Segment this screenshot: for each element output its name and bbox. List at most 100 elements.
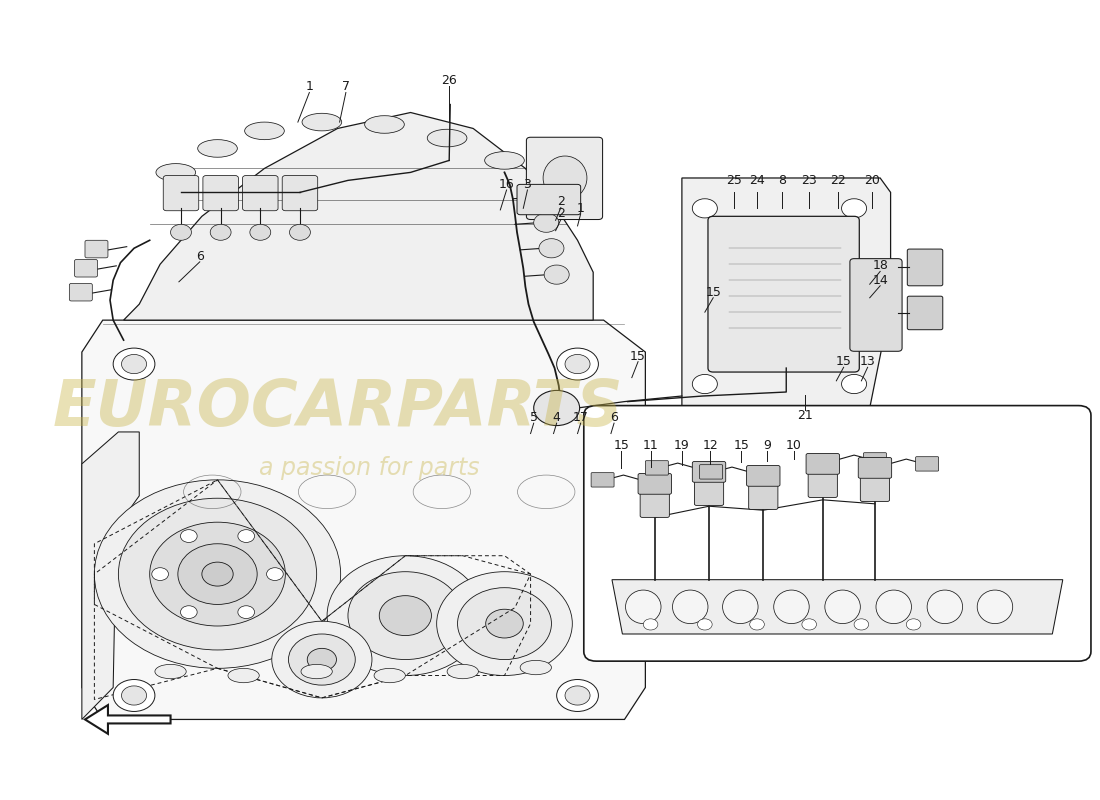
FancyBboxPatch shape	[584, 406, 1091, 661]
Text: 13: 13	[860, 355, 876, 368]
Ellipse shape	[228, 668, 260, 682]
Text: 16: 16	[498, 178, 515, 191]
FancyBboxPatch shape	[75, 259, 98, 277]
Text: 14: 14	[872, 274, 888, 286]
Text: 7: 7	[342, 81, 350, 94]
Ellipse shape	[543, 156, 587, 200]
Ellipse shape	[427, 130, 466, 147]
FancyBboxPatch shape	[747, 466, 780, 486]
FancyBboxPatch shape	[860, 474, 890, 502]
Ellipse shape	[773, 590, 810, 624]
Circle shape	[379, 596, 431, 635]
Ellipse shape	[198, 140, 238, 158]
FancyBboxPatch shape	[646, 461, 669, 475]
Text: 2: 2	[557, 207, 564, 221]
Circle shape	[266, 568, 284, 581]
Circle shape	[272, 622, 372, 698]
Circle shape	[534, 390, 580, 426]
Circle shape	[750, 619, 764, 630]
Circle shape	[250, 224, 271, 240]
Circle shape	[170, 224, 191, 240]
Circle shape	[119, 498, 317, 650]
Text: 19: 19	[674, 439, 690, 452]
FancyBboxPatch shape	[591, 473, 614, 487]
Circle shape	[557, 679, 598, 711]
FancyBboxPatch shape	[527, 138, 603, 219]
Circle shape	[842, 374, 867, 394]
Circle shape	[565, 686, 590, 705]
Circle shape	[180, 606, 197, 618]
Circle shape	[202, 562, 233, 586]
Circle shape	[113, 348, 155, 380]
FancyBboxPatch shape	[749, 482, 778, 510]
Circle shape	[150, 522, 285, 626]
Circle shape	[113, 679, 155, 711]
FancyBboxPatch shape	[858, 458, 892, 478]
Ellipse shape	[156, 164, 196, 181]
Circle shape	[348, 572, 463, 659]
Circle shape	[544, 265, 569, 284]
Polygon shape	[85, 705, 170, 734]
Circle shape	[210, 224, 231, 240]
Circle shape	[644, 619, 658, 630]
Circle shape	[95, 480, 341, 668]
Ellipse shape	[447, 664, 478, 678]
Text: 23: 23	[801, 174, 817, 187]
FancyBboxPatch shape	[908, 296, 943, 330]
Circle shape	[307, 648, 337, 670]
Text: 15: 15	[630, 350, 646, 362]
FancyBboxPatch shape	[85, 240, 108, 258]
Text: 12: 12	[702, 439, 718, 452]
FancyBboxPatch shape	[908, 249, 943, 286]
Circle shape	[534, 213, 559, 232]
Ellipse shape	[244, 122, 284, 140]
Ellipse shape	[374, 668, 406, 682]
Text: 15: 15	[734, 439, 749, 452]
Ellipse shape	[365, 116, 405, 134]
Circle shape	[238, 530, 254, 542]
Ellipse shape	[977, 590, 1013, 624]
Circle shape	[842, 198, 867, 218]
Text: 6: 6	[610, 411, 618, 424]
Circle shape	[531, 187, 557, 206]
Polygon shape	[81, 432, 140, 719]
Text: 20: 20	[864, 174, 880, 187]
Text: 25: 25	[726, 174, 742, 187]
Ellipse shape	[825, 590, 860, 624]
FancyBboxPatch shape	[864, 453, 887, 467]
Circle shape	[458, 588, 551, 659]
FancyBboxPatch shape	[640, 490, 670, 518]
FancyBboxPatch shape	[700, 465, 723, 479]
Circle shape	[486, 610, 524, 638]
Circle shape	[854, 619, 869, 630]
Circle shape	[288, 634, 355, 685]
Circle shape	[692, 374, 717, 394]
Circle shape	[565, 354, 590, 374]
Ellipse shape	[672, 590, 708, 624]
Ellipse shape	[485, 152, 525, 170]
Circle shape	[906, 619, 921, 630]
Circle shape	[238, 606, 254, 618]
Text: 6: 6	[196, 250, 204, 262]
FancyBboxPatch shape	[69, 283, 92, 301]
FancyBboxPatch shape	[202, 175, 239, 210]
Text: 3: 3	[524, 178, 531, 191]
Polygon shape	[682, 178, 891, 408]
Ellipse shape	[626, 590, 661, 624]
FancyBboxPatch shape	[692, 462, 726, 482]
Text: EUROCARPARTS: EUROCARPARTS	[53, 377, 623, 439]
FancyBboxPatch shape	[694, 478, 724, 506]
Text: 8: 8	[778, 174, 786, 187]
FancyBboxPatch shape	[808, 470, 837, 498]
Circle shape	[539, 238, 564, 258]
Text: 5: 5	[530, 411, 538, 424]
FancyBboxPatch shape	[638, 474, 671, 494]
Ellipse shape	[531, 177, 571, 194]
Polygon shape	[612, 580, 1063, 634]
Text: 9: 9	[763, 439, 771, 452]
FancyBboxPatch shape	[915, 457, 938, 471]
Text: 21: 21	[798, 410, 813, 422]
Circle shape	[180, 530, 197, 542]
Text: 15: 15	[836, 355, 851, 368]
FancyBboxPatch shape	[517, 184, 581, 214]
